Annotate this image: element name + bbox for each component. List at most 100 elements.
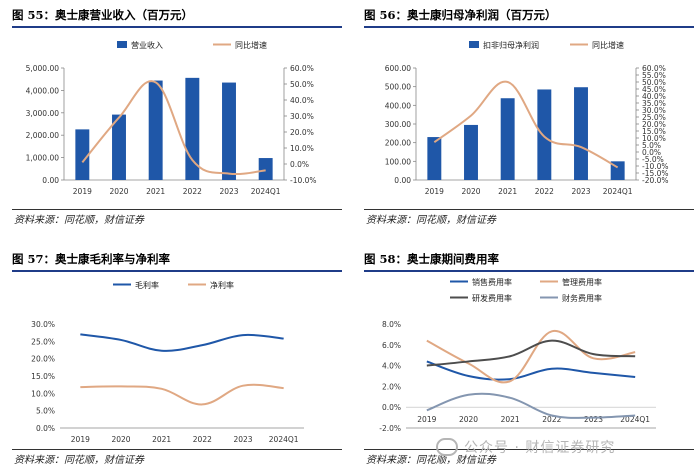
x-tick-label: 2020 [459,415,478,424]
x-tick-label: 2020 [111,435,130,444]
y-tick-label: 6.0% [382,341,401,350]
y-tick-label: 4,000.00 [26,86,60,95]
chart-title-58: 图 58：奥士康期间费用率 [364,252,500,266]
x-tick-label: 2022 [535,187,554,196]
chart-title-57: 图 57：奥士康毛利率与净利率 [12,252,171,266]
title-rule-55 [12,26,342,28]
y-tick-label: 500.00 [385,83,411,92]
series-line-c55-1 [81,80,266,176]
x-tick-label: 2023 [233,435,252,444]
y2-tick-label: -20.0% [642,176,669,185]
y-tick-label: -2.0% [379,424,401,433]
chart-56-svg: 0.00 100.00 200.00 300.00 400.00 500.00 600.00… [385,40,669,196]
x-tick-label: 2022 [183,187,202,196]
bar-c56-3 [537,89,552,180]
y2-tick-label: 15.0% [642,127,666,136]
series-line-c57-1 [80,383,284,406]
y-tick-label: 2,000.00 [26,131,60,140]
legend-label: 同比增速 [235,40,267,50]
y-tick-label: 0.00 [394,176,411,185]
y2-tick-label: -15.0% [642,169,669,178]
x-tick-label: 2024Q1 [620,415,650,424]
legend-label: 营业收入 [131,40,163,50]
x-tick-label: 2021 [498,187,517,196]
x-tick-label: 2020 [109,187,128,196]
y2-tick-label: 20.0% [290,128,314,137]
y2-tick-label: -10.0% [642,162,669,171]
y-tick-label: 8.0% [382,320,401,329]
bar-c55-0 [75,129,90,180]
y2-tick-label: 0.0% [290,160,309,169]
chart-58-svg: -2.0% 0.0% 2.0% 4.0% 6.0% 8.0% 2019 2020 2021 202… [379,277,656,433]
x-tick-label: 2023 [571,187,590,196]
series-line-c56-1 [433,80,619,169]
chart-panel-57: 图 57：奥士康毛利率与净利率 0.0% 5.0% 10.0% 15.0% 20.0% 2… [12,248,342,473]
series-line-c58-2 [426,339,636,367]
y2-tick-label: 60.0% [290,64,314,73]
source-note-57: 资料来源：同花顺，财信证券 [14,455,144,466]
y2-tick-label: 0.0% [642,148,661,157]
x-tick-label: 2019 [425,187,444,196]
x-tick-label: 2022 [542,415,561,424]
y2-tick-label: 50.0% [290,80,314,89]
y2-tick-label: 30.0% [290,112,314,121]
y2-tick-label: 25.0% [642,113,666,122]
legend-label: 同比增速 [592,40,624,50]
legend-label: 管理费用率 [562,277,602,287]
y2-tick-label: 35.0% [642,99,666,108]
y-tick-label: 1,000.00 [26,154,60,163]
y-tick-label: 100.00 [385,157,411,166]
legend-swatch [469,41,479,48]
x-tick-label: 2023 [584,415,603,424]
y2-tick-label: 40.0% [642,92,666,101]
x-tick-label: 2021 [501,415,520,424]
y-tick-label: 20.0% [31,355,55,364]
y2-tick-label: 55.0% [642,71,666,80]
y-tick-label: 600.00 [385,64,411,73]
y-tick-label: 3,000.00 [26,109,60,118]
source-note-56: 资料来源：同花顺，财信证券 [366,215,496,226]
legend-label: 财务费用率 [562,293,602,303]
y-tick-label: 10.0% [31,389,55,398]
watermark-text: 公众号 · 财信证券研究 [464,440,616,456]
chart-panel-56: 图 56：奥士康归母净利润（百万元） 0.00 100.00 200.00 300.0… [364,4,694,226]
series-line-c57-0 [80,333,284,352]
y-tick-label: 0.00 [42,176,59,185]
bar-c55-2 [148,80,163,180]
title-rule-56 [364,26,694,28]
y2-tick-label: 50.0% [642,78,666,87]
y-tick-label: 2.0% [382,382,401,391]
title-rule-58 [364,270,694,272]
chart-panel-55: 图 55：奥士康营业收入（百万元） 0.00 1,000.00 2,000.00 3,… [12,4,342,226]
bar-c55-1 [112,114,126,180]
source-rule-56 [364,209,694,210]
y-tick-label: 400.00 [385,101,411,110]
legend-label: 净利率 [210,280,234,290]
y-tick-label: 5,000.00 [26,64,60,73]
x-tick-label: 2024Q1 [269,435,299,444]
x-tick-label: 2021 [146,187,165,196]
x-tick-label: 2022 [193,435,212,444]
x-tick-label: 2019 [71,435,90,444]
y-tick-label: 300.00 [385,120,411,129]
y-tick-label: 30.0% [31,320,55,329]
x-tick-label: 2020 [461,187,480,196]
title-rule-57 [12,270,342,272]
x-tick-label: 2023 [219,187,238,196]
chart-title-56: 图 56：奥士康归母净利润（百万元） [364,8,557,22]
source-note-58: 资料来源：同花顺，财信证券 [366,455,496,466]
series-line-c58-3 [426,392,636,419]
source-rule-58 [364,449,694,450]
wechat-icon [436,438,458,456]
watermark: 公众号 · 财信证券研究 [436,437,615,457]
x-tick-label: 2019 [73,187,92,196]
bar-c56-4 [574,87,588,180]
legend-swatch [117,41,127,48]
bar-c56-1 [464,124,478,180]
x-tick-label: 2021 [152,435,171,444]
x-tick-label: 2024Q1 [603,187,633,196]
y2-tick-label: 10.0% [642,134,666,143]
y2-tick-label: -5.0% [642,155,664,164]
y-tick-label: 5.0% [36,407,55,416]
legend-label: 扣非归母净利润 [483,40,539,50]
